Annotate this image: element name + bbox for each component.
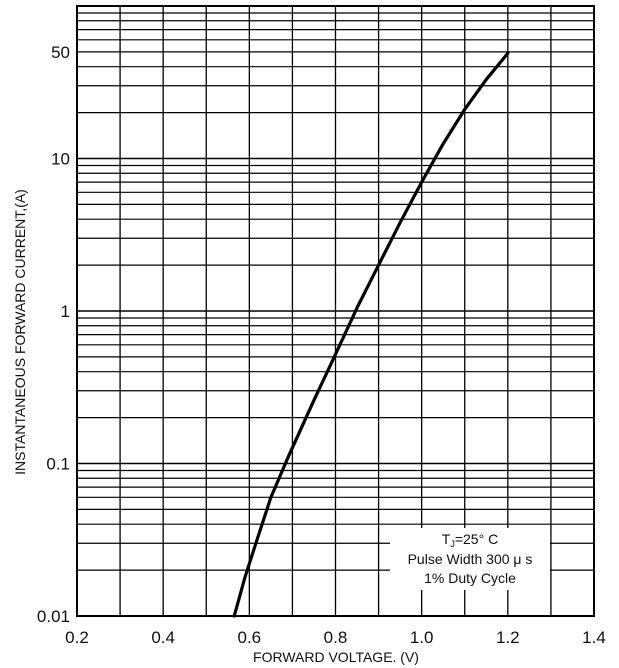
- x-tick-labels: 0.2 0.4 0.6 0.8 1.0 1.2 1.4: [65, 628, 606, 647]
- annotation-pulse-width: Pulse Width 300 μ s: [408, 551, 533, 567]
- x-axis-title: FORWARD VOLTAGE. (V): [253, 649, 419, 665]
- annotation-junction-temp: TJ=25° C: [442, 531, 498, 549]
- curve-layer: [232, 51, 510, 618]
- x-tick-label: 0.8: [324, 628, 348, 647]
- y-tick-label: 1: [61, 302, 70, 321]
- x-tick-label: 0.6: [238, 628, 262, 647]
- annotation-tj-rest: =25° C: [455, 531, 498, 547]
- x-tick-label: 1.0: [410, 628, 434, 647]
- test-conditions-annotation: TJ=25° C Pulse Width 300 μ s 1% Duty Cyc…: [390, 528, 550, 590]
- annotation-tj-main: T: [442, 531, 451, 547]
- y-tick-label: 0.01: [37, 607, 70, 626]
- forward-current-curve: [232, 51, 510, 618]
- x-tick-label: 1.4: [582, 628, 606, 647]
- x-tick-label: 0.2: [65, 628, 89, 647]
- x-tick-label: 1.2: [496, 628, 520, 647]
- annotation-duty-cycle: 1% Duty Cycle: [424, 570, 516, 586]
- annotation-tj-sub: J: [450, 539, 455, 549]
- y-tick-label: 50: [51, 43, 70, 62]
- y-tick-label: 0.1: [46, 455, 70, 474]
- y-tick-label: 10: [51, 150, 70, 169]
- grid: [77, 6, 594, 616]
- annotation-box: [390, 528, 550, 590]
- plot-frame: [76, 5, 595, 617]
- y-tick-labels: 0.01 0.1 1 10 50: [37, 43, 70, 626]
- x-tick-label: 0.4: [151, 628, 175, 647]
- y-axis-title: INSTANTANEOUS FORWARD CURRENT,(A): [12, 189, 28, 475]
